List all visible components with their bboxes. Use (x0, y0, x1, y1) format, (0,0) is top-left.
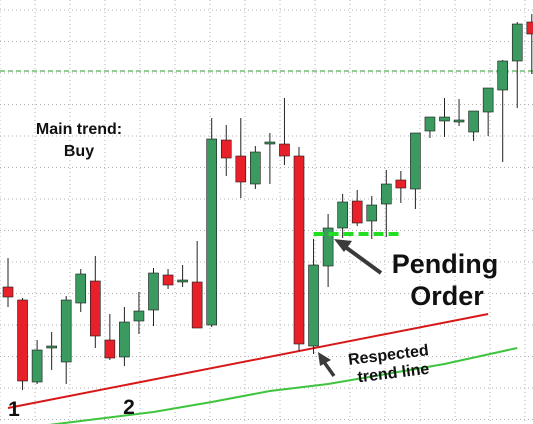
candle-body-bull (322, 227, 334, 267)
candle-body-bull (206, 138, 217, 326)
candle-body-bear (395, 179, 407, 189)
candle-body-bear (279, 143, 290, 157)
candle (206, 118, 217, 327)
candle-body-bull (337, 201, 348, 229)
candle-body-bear (235, 155, 247, 183)
candle (264, 133, 276, 184)
order-label: Order (410, 281, 484, 311)
candle-body-bull (380, 183, 392, 205)
candle (235, 118, 247, 198)
candle (293, 147, 305, 351)
candle (220, 125, 232, 176)
candle-body-bear (162, 274, 174, 286)
candle (31, 340, 43, 384)
candle-body-bear (17, 299, 28, 382)
candle-body-bear (220, 139, 232, 159)
candle (395, 171, 407, 203)
candle-body-bear (90, 280, 101, 337)
candle-body-bull (468, 110, 479, 133)
candle (366, 196, 378, 239)
candle (482, 87, 494, 136)
candle (104, 314, 116, 360)
candle (148, 268, 159, 326)
candle-body-bull (482, 87, 494, 113)
candle (2, 258, 14, 307)
candle-body-bull (497, 60, 509, 91)
candle-body-bear (351, 200, 363, 224)
candle-body-bull (133, 310, 145, 322)
candle-body-bull (46, 345, 57, 349)
candle (337, 194, 348, 238)
candle-body-bear (191, 281, 203, 329)
candle (526, 14, 533, 74)
candle (162, 269, 174, 289)
candle-body-bull (264, 141, 276, 145)
candle (424, 116, 436, 138)
candle-body-bull (511, 23, 523, 62)
candle (191, 241, 203, 329)
candle (90, 256, 101, 348)
candle-body-bull (410, 132, 421, 190)
candle-body-bear (293, 155, 305, 345)
arrow-respected (318, 352, 336, 378)
candle (453, 99, 465, 126)
candle (133, 292, 145, 334)
candle (511, 22, 523, 108)
main-trend-value: Buy (64, 143, 94, 160)
pending-label: Pending (392, 249, 499, 279)
candle-body-bull (60, 299, 72, 363)
candle (17, 298, 28, 390)
candle (250, 146, 261, 189)
point-1-label: 1 (8, 398, 20, 421)
moving-average-line (48, 347, 518, 424)
candle-body-bull (75, 273, 87, 304)
candle (308, 239, 319, 354)
candle-body-bear (2, 286, 14, 298)
candle-body-bull (119, 321, 130, 358)
candle-body-bear (104, 339, 116, 359)
candle-body-bear (526, 21, 533, 35)
candle (322, 214, 334, 287)
candle (468, 110, 479, 141)
candle (380, 170, 392, 237)
candle-body-bull (439, 116, 450, 122)
arrow-pending (334, 239, 383, 275)
main-trend-label: Main trend: (36, 121, 122, 138)
candle (75, 269, 87, 312)
candles (2, 14, 533, 390)
candle-body-bull (250, 151, 261, 185)
candle-body-bull (148, 272, 159, 311)
candle-body-bull (366, 204, 378, 222)
candle-body-bull (177, 279, 188, 283)
candle (119, 307, 130, 366)
candle (60, 296, 72, 384)
trend-line (7, 313, 489, 409)
candle (177, 265, 188, 287)
candle-body-bull (453, 119, 465, 123)
candle-body-bull (308, 264, 319, 347)
candle (410, 132, 421, 209)
candle (46, 332, 57, 370)
candle-body-bull (424, 116, 436, 132)
candle (351, 190, 363, 226)
point-2-label: 2 (123, 396, 135, 419)
candle (279, 98, 290, 165)
candle-body-bull (31, 349, 43, 383)
candle (497, 60, 509, 162)
candle (439, 98, 450, 137)
